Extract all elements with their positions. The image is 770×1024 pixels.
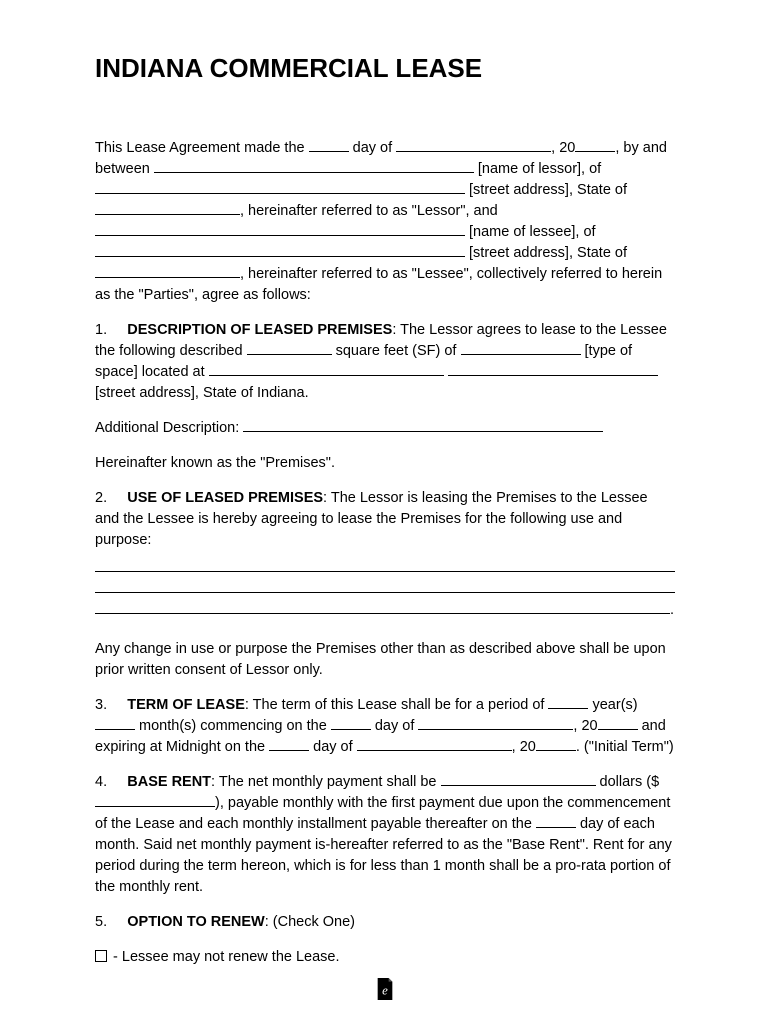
commence-month-blank[interactable] (418, 729, 573, 730)
type-space-blank[interactable] (461, 354, 581, 355)
svg-text:e: e (382, 984, 388, 998)
section-5: 5. OPTION TO RENEW: (Check One) (95, 912, 675, 933)
lessor-name-blank[interactable] (154, 172, 474, 173)
payment-day-blank[interactable] (536, 827, 576, 828)
year-blank[interactable] (575, 151, 615, 152)
rent-words-blank[interactable] (441, 785, 596, 786)
section-5-title: OPTION TO RENEW (127, 914, 265, 930)
expire-year-blank[interactable] (536, 750, 576, 751)
years-blank[interactable] (548, 708, 588, 709)
street-address-blank[interactable] (448, 375, 658, 376)
lessee-street-blank[interactable] (95, 256, 465, 257)
section-3-title: TERM OF LEASE (127, 697, 245, 713)
expire-month-blank[interactable] (357, 750, 512, 751)
section-2-closing: Any change in use or purpose the Premise… (95, 639, 675, 681)
section-4-title: BASE RENT (127, 774, 211, 790)
month-blank[interactable] (396, 151, 551, 152)
option-renew-checkbox-row: - Lessee may not renew the Lease. (95, 947, 675, 968)
section-2: 2. USE OF LEASED PREMISES: The Lessor is… (95, 488, 675, 621)
commence-year-blank[interactable] (598, 729, 638, 730)
commence-day-blank[interactable] (331, 729, 371, 730)
use-purpose-line-1[interactable] (95, 554, 675, 572)
expire-day-blank[interactable] (269, 750, 309, 751)
rent-dollars-blank[interactable] (95, 806, 215, 807)
page-title: INDIANA COMMERCIAL LEASE (95, 50, 675, 88)
section-1-title: DESCRIPTION OF LEASED PREMISES (127, 322, 392, 338)
intro-paragraph: This Lease Agreement made the day of , 2… (95, 138, 675, 306)
use-purpose-line-2[interactable] (95, 575, 675, 593)
use-purpose-line-3[interactable] (95, 596, 670, 614)
additional-desc-blank[interactable] (243, 431, 603, 432)
day-blank[interactable] (309, 151, 349, 152)
section-1: 1. DESCRIPTION OF LEASED PREMISES: The L… (95, 320, 675, 404)
eforms-logo-icon: e (374, 976, 396, 1002)
located-at-blank[interactable] (209, 375, 444, 376)
lessor-state-blank[interactable] (95, 214, 240, 215)
lessee-state-blank[interactable] (95, 277, 240, 278)
months-blank[interactable] (95, 729, 135, 730)
section-4: 4. BASE RENT: The net monthly payment sh… (95, 772, 675, 898)
no-renew-checkbox[interactable] (95, 950, 107, 962)
section-3: 3. TERM OF LEASE: The term of this Lease… (95, 695, 675, 758)
premises-known-as: Hereinafter known as the "Premises". (95, 453, 675, 474)
additional-description: Additional Description: (95, 418, 675, 439)
sqft-blank[interactable] (247, 354, 332, 355)
section-2-title: USE OF LEASED PREMISES (127, 490, 323, 506)
lessee-name-blank[interactable] (95, 235, 465, 236)
intro-text: This Lease Agreement made the (95, 140, 309, 156)
lessor-street-blank[interactable] (95, 193, 465, 194)
